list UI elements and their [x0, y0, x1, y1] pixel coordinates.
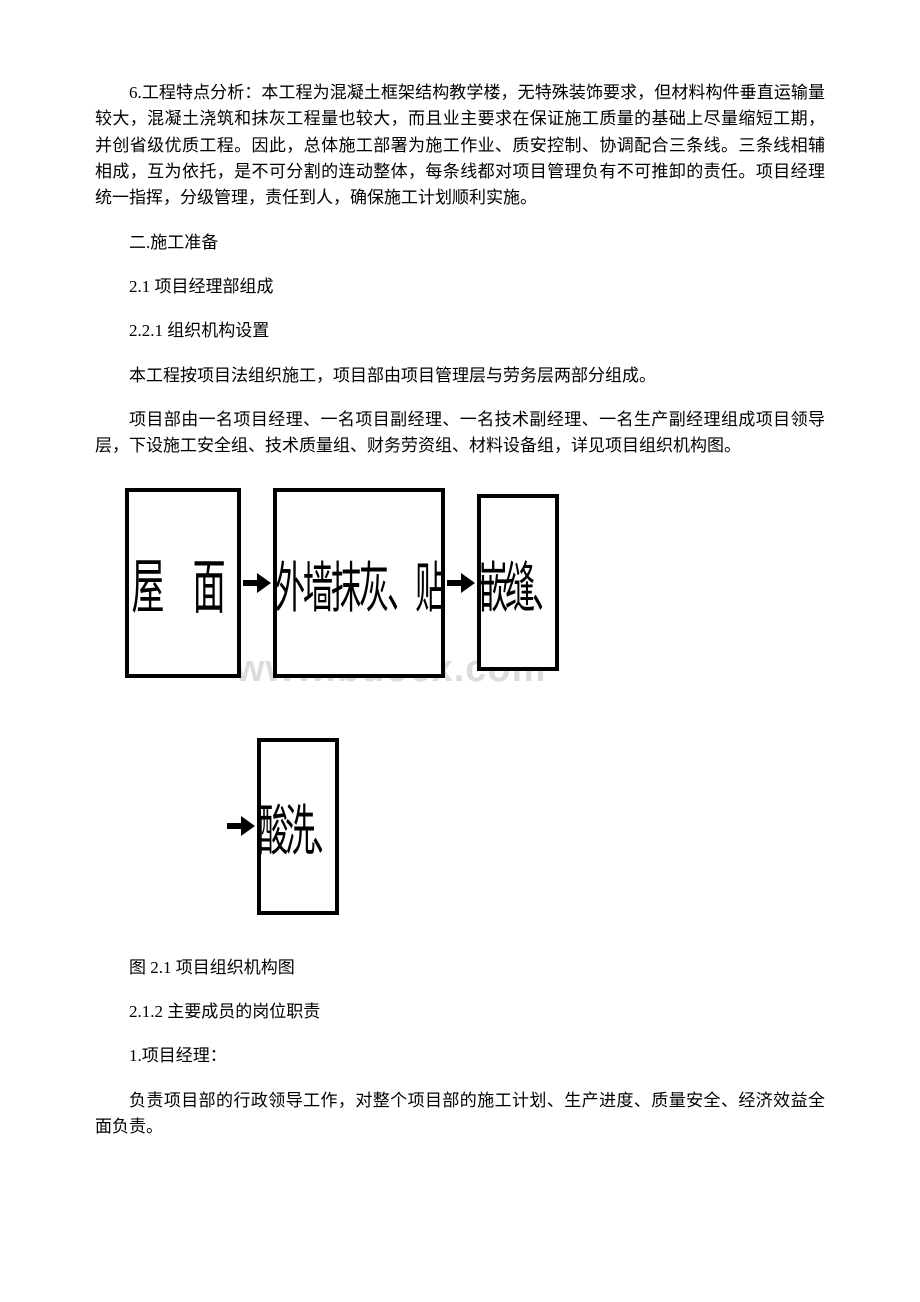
heading-pm: 1.项目经理：: [95, 1043, 825, 1069]
arrow-icon: [447, 571, 475, 595]
flow-box-label: 外墙抹灰、贴: [275, 543, 443, 623]
flow-box-label: 酸洗、: [258, 786, 339, 866]
flow-box-acidwash: 酸洗、: [257, 738, 339, 915]
flow-diagram-row-1: 屋 面 外墙抹灰、贴 嵌缝、: [125, 488, 825, 678]
document-body: 6.工程特点分析：本工程为混凝土框架结构教学楼，无特殊装饰要求，但材料构件垂直运…: [95, 80, 825, 1141]
heading-section-2: 二.施工准备: [95, 230, 825, 256]
paragraph-org-intro: 本工程按项目法组织施工，项目部由项目管理层与劳务层两部分组成。: [95, 363, 825, 389]
flow-box-label: 屋 面: [131, 539, 235, 626]
flow-box-roof: 屋 面: [125, 488, 241, 678]
heading-2-2-1: 2.2.1 组织机构设置: [95, 318, 825, 344]
figure-caption: 图 2.1 项目组织机构图: [95, 955, 825, 981]
heading-2-1: 2.1 项目经理部组成: [95, 274, 825, 300]
flow-box-caulk: 嵌缝、: [477, 494, 559, 671]
heading-2-1-2: 2.1.2 主要成员的岗位职责: [95, 999, 825, 1025]
arrow-icon: [227, 814, 255, 838]
paragraph-org-detail: 项目部由一名项目经理、一名项目副经理、一名技术副经理、一名生产副经理组成项目领导…: [95, 407, 825, 460]
flow-diagram-row-2: 酸洗、: [225, 738, 825, 915]
flow-box-label: 嵌缝、: [478, 543, 559, 623]
paragraph-features: 6.工程特点分析：本工程为混凝土框架结构教学楼，无特殊装饰要求，但材料构件垂直运…: [95, 80, 825, 212]
flow-box-plaster: 外墙抹灰、贴: [273, 488, 445, 678]
paragraph-pm-duty: 负责项目部的行政领导工作，对整个项目部的施工计划、生产进度、质量安全、经济效益全…: [95, 1088, 825, 1141]
arrow-icon: [243, 571, 271, 595]
